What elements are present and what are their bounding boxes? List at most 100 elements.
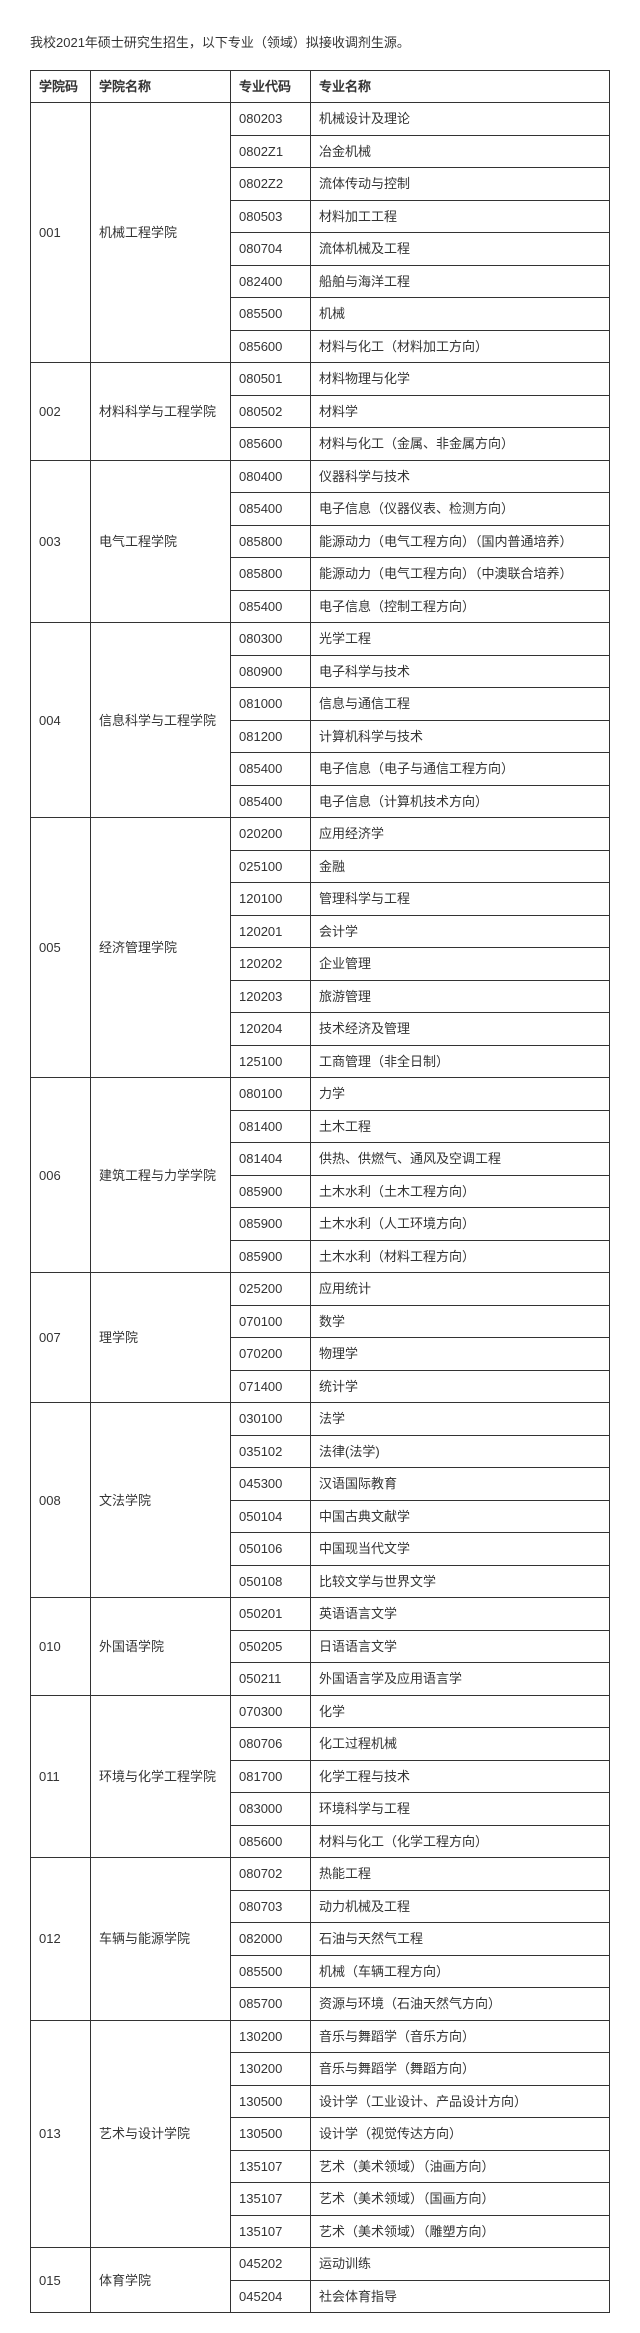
major-name: 音乐与舞蹈学（音乐方向） xyxy=(311,2020,610,2053)
college-name: 艺术与设计学院 xyxy=(91,2020,231,2248)
major-name: 机械 xyxy=(311,298,610,331)
college-code: 012 xyxy=(31,1858,91,2021)
major-name: 土木水利（人工环境方向） xyxy=(311,1208,610,1241)
college-name: 文法学院 xyxy=(91,1403,231,1598)
major-code: 081400 xyxy=(231,1110,311,1143)
major-code: 082400 xyxy=(231,265,311,298)
header-college-code: 学院码 xyxy=(31,70,91,103)
major-code: 120100 xyxy=(231,883,311,916)
college-code: 003 xyxy=(31,460,91,623)
major-code: 085700 xyxy=(231,1988,311,2021)
major-code: 135107 xyxy=(231,2215,311,2248)
major-code: 045204 xyxy=(231,2280,311,2313)
major-code: 130500 xyxy=(231,2118,311,2151)
major-code: 070200 xyxy=(231,1338,311,1371)
major-name: 比较文学与世界文学 xyxy=(311,1565,610,1598)
college-name: 建筑工程与力学学院 xyxy=(91,1078,231,1273)
major-code: 080900 xyxy=(231,655,311,688)
major-name: 法学 xyxy=(311,1403,610,1436)
major-code: 085800 xyxy=(231,558,311,591)
major-code: 120202 xyxy=(231,948,311,981)
major-name: 音乐与舞蹈学（舞蹈方向） xyxy=(311,2053,610,2086)
major-name: 电子信息（电子与通信工程方向） xyxy=(311,753,610,786)
major-code: 080503 xyxy=(231,200,311,233)
major-name: 法律(法学) xyxy=(311,1435,610,1468)
table-row: 007理学院025200应用统计 xyxy=(31,1273,610,1306)
table-row: 006建筑工程与力学学院080100力学 xyxy=(31,1078,610,1111)
major-name: 应用经济学 xyxy=(311,818,610,851)
major-name: 电子信息（仪器仪表、检测方向） xyxy=(311,493,610,526)
college-code: 015 xyxy=(31,2248,91,2313)
major-name: 信息与通信工程 xyxy=(311,688,610,721)
major-name: 英语语言文学 xyxy=(311,1598,610,1631)
major-name: 仪器科学与技术 xyxy=(311,460,610,493)
major-code: 080704 xyxy=(231,233,311,266)
major-name: 日语语言文学 xyxy=(311,1630,610,1663)
major-code: 0802Z1 xyxy=(231,135,311,168)
college-code: 005 xyxy=(31,818,91,1078)
major-code: 130200 xyxy=(231,2053,311,2086)
major-code: 080502 xyxy=(231,395,311,428)
major-code: 130500 xyxy=(231,2085,311,2118)
major-code: 050106 xyxy=(231,1533,311,1566)
major-name: 动力机械及工程 xyxy=(311,1890,610,1923)
major-code: 080100 xyxy=(231,1078,311,1111)
table-row: 005经济管理学院020200应用经济学 xyxy=(31,818,610,851)
header-college-name: 学院名称 xyxy=(91,70,231,103)
major-name: 化学工程与技术 xyxy=(311,1760,610,1793)
college-code: 007 xyxy=(31,1273,91,1403)
major-code: 070300 xyxy=(231,1695,311,1728)
major-code: 050211 xyxy=(231,1663,311,1696)
major-name: 物理学 xyxy=(311,1338,610,1371)
college-name: 电气工程学院 xyxy=(91,460,231,623)
major-name: 艺术（美术领域）（雕塑方向） xyxy=(311,2215,610,2248)
major-name: 能源动力（电气工程方向）（中澳联合培养） xyxy=(311,558,610,591)
college-name: 外国语学院 xyxy=(91,1598,231,1696)
major-code: 135107 xyxy=(231,2183,311,2216)
majors-table: 学院码 学院名称 专业代码 专业名称 001机械工程学院080203机械设计及理… xyxy=(30,70,610,2314)
major-code: 085600 xyxy=(231,1825,311,1858)
intro-text: 我校2021年硕士研究生招生，以下专业（领域）拟接收调剂生源。 xyxy=(30,33,610,54)
college-name: 经济管理学院 xyxy=(91,818,231,1078)
major-name: 资源与环境（石油天然气方向） xyxy=(311,1988,610,2021)
major-name: 机械设计及理论 xyxy=(311,103,610,136)
major-code: 125100 xyxy=(231,1045,311,1078)
major-name: 艺术（美术领域）（国画方向） xyxy=(311,2183,610,2216)
major-code: 081200 xyxy=(231,720,311,753)
major-code: 081404 xyxy=(231,1143,311,1176)
major-name: 技术经济及管理 xyxy=(311,1013,610,1046)
college-code: 008 xyxy=(31,1403,91,1598)
table-row: 004信息科学与工程学院080300光学工程 xyxy=(31,623,610,656)
major-name: 冶金机械 xyxy=(311,135,610,168)
college-code: 006 xyxy=(31,1078,91,1273)
major-code: 050205 xyxy=(231,1630,311,1663)
college-code: 001 xyxy=(31,103,91,363)
major-name: 汉语国际教育 xyxy=(311,1468,610,1501)
table-row: 011环境与化学工程学院070300化学 xyxy=(31,1695,610,1728)
major-name: 化工过程机械 xyxy=(311,1728,610,1761)
college-code: 013 xyxy=(31,2020,91,2248)
major-code: 080702 xyxy=(231,1858,311,1891)
table-row: 002材料科学与工程学院080501材料物理与化学 xyxy=(31,363,610,396)
college-name: 机械工程学院 xyxy=(91,103,231,363)
college-code: 010 xyxy=(31,1598,91,1696)
major-code: 050104 xyxy=(231,1500,311,1533)
header-major-code: 专业代码 xyxy=(231,70,311,103)
college-name: 信息科学与工程学院 xyxy=(91,623,231,818)
major-name: 机械（车辆工程方向） xyxy=(311,1955,610,1988)
major-name: 力学 xyxy=(311,1078,610,1111)
table-row: 001机械工程学院080203机械设计及理论 xyxy=(31,103,610,136)
major-code: 080400 xyxy=(231,460,311,493)
major-code: 070100 xyxy=(231,1305,311,1338)
major-name: 统计学 xyxy=(311,1370,610,1403)
major-name: 流体传动与控制 xyxy=(311,168,610,201)
major-code: 085400 xyxy=(231,493,311,526)
major-code: 085600 xyxy=(231,330,311,363)
major-name: 外国语言学及应用语言学 xyxy=(311,1663,610,1696)
table-row: 015体育学院045202运动训练 xyxy=(31,2248,610,2281)
table-row: 013艺术与设计学院130200音乐与舞蹈学（音乐方向） xyxy=(31,2020,610,2053)
major-code: 081700 xyxy=(231,1760,311,1793)
major-name: 金融 xyxy=(311,850,610,883)
major-code: 085900 xyxy=(231,1208,311,1241)
major-name: 设计学（视觉传达方向） xyxy=(311,2118,610,2151)
